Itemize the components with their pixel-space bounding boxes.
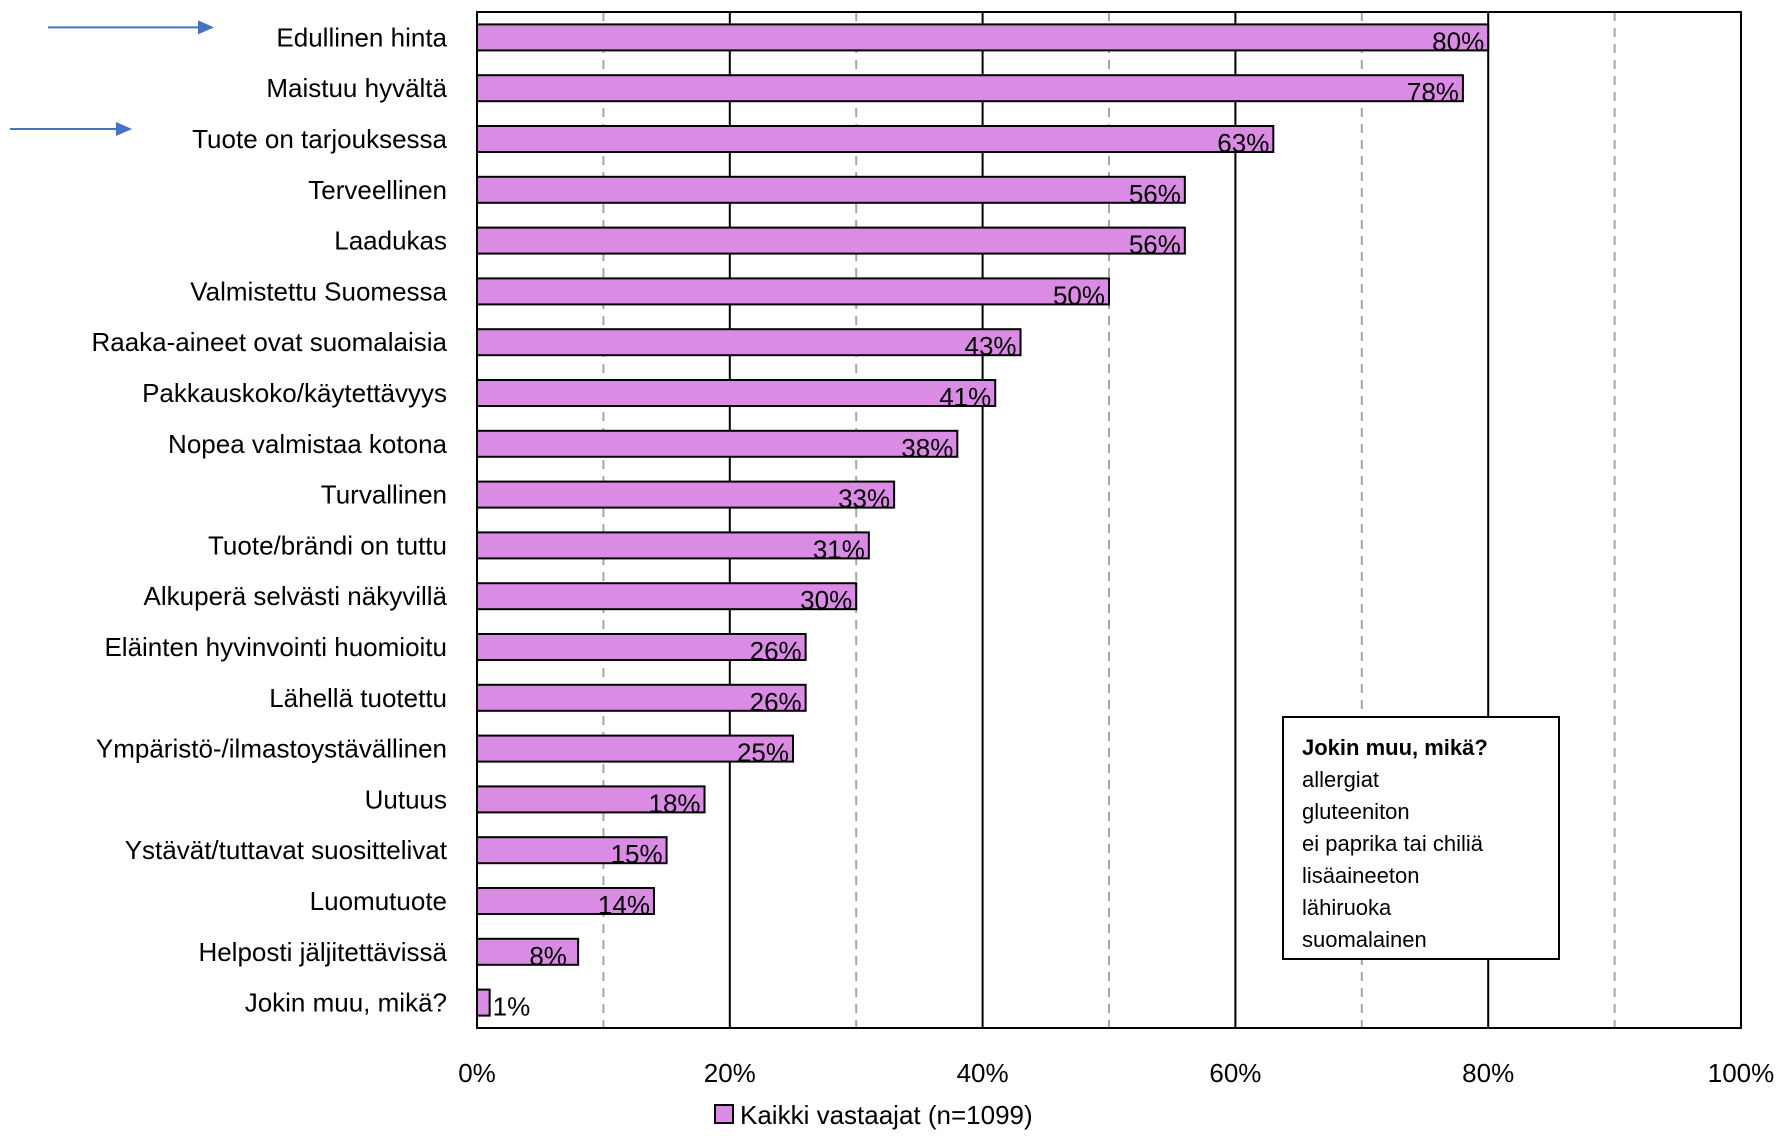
note-line: allergiat [1302, 767, 1380, 792]
legend-label: Kaikki vastaajat (n=1099) [740, 1100, 1033, 1130]
category-label: Eläinten hyvinvointi huomioitu [104, 632, 447, 662]
bar [476, 531, 870, 560]
category-label: Helposti jäljitettävissä [198, 937, 447, 967]
data-label: 50% [1053, 280, 1105, 310]
x-tick-label: 80% [1462, 1058, 1514, 1088]
data-label: 26% [750, 636, 802, 666]
bar [476, 125, 1275, 153]
category-label: Tuote/brändi on tuttu [208, 530, 447, 560]
bar [476, 988, 491, 1017]
data-label: 14% [598, 890, 650, 920]
data-label: 38% [901, 433, 953, 463]
category-label: Turvallinen [321, 480, 447, 510]
category-label: Valmistettu Suomessa [190, 276, 447, 306]
data-label: 43% [964, 331, 1016, 361]
category-label: Jokin muu, mikä? [245, 988, 447, 1018]
bar [476, 23, 1490, 52]
bar [476, 887, 655, 915]
category-label: Nopea valmistaa kotona [168, 429, 447, 459]
category-label: Alkuperä selvästi näkyvillä [144, 581, 448, 611]
data-label: 80% [1432, 26, 1484, 56]
category-label: Ympäristö-/ilmastoystävällinen [96, 734, 447, 764]
data-label: 63% [1217, 128, 1269, 158]
category-label: Maistuu hyvältä [266, 73, 447, 103]
category-label: Ystävät/tuttavat suosittelivat [125, 835, 448, 865]
note-line: gluteeniton [1302, 799, 1410, 824]
category-label: Laadukas [334, 226, 447, 256]
category-label: Edullinen hinta [276, 22, 447, 52]
data-label: 25% [737, 738, 789, 768]
bar [476, 785, 706, 814]
note-title: Jokin muu, mikä? [1302, 735, 1488, 760]
data-label: 31% [813, 534, 865, 564]
category-label: Luomutuote [310, 886, 447, 916]
category-label: Uutuus [365, 784, 447, 814]
x-tick-label: 40% [957, 1058, 1009, 1088]
bar [476, 277, 1110, 306]
category-label: Raaka-aineet ovat suomalaisia [91, 327, 447, 357]
category-label: Tuote on tarjouksessa [192, 124, 447, 154]
bar [476, 937, 580, 966]
bar [476, 480, 896, 509]
category-label: Lähellä tuotettu [269, 683, 447, 713]
bar [476, 379, 997, 407]
x-tick-label: 20% [704, 1058, 756, 1088]
note-line: ei paprika tai chiliä [1302, 831, 1483, 856]
x-tick-label: 100% [1708, 1058, 1775, 1088]
x-tick-label: 60% [1209, 1058, 1261, 1088]
note-line: lisäaineeton [1302, 863, 1420, 888]
note-line: suomalainen [1302, 927, 1427, 952]
category-label: Terveellinen [308, 175, 447, 205]
other-responses-note: Jokin muu, mikä? allergiat gluteeniton e… [1282, 716, 1560, 960]
bar [476, 74, 1464, 103]
bar [476, 175, 1186, 204]
note-line: lähiruoka [1302, 895, 1392, 920]
data-label: 30% [800, 585, 852, 615]
data-label: 56% [1129, 179, 1181, 209]
data-label: 41% [939, 382, 991, 412]
plot-frame [476, 11, 1742, 1029]
data-label: 26% [750, 687, 802, 717]
data-label: 78% [1407, 77, 1459, 107]
x-tick-label: 0% [458, 1058, 496, 1088]
bar [476, 226, 1186, 255]
bar [476, 734, 794, 763]
category-label: Pakkauskoko/käytettävyys [142, 378, 447, 408]
data-label: 8% [529, 941, 567, 971]
bar [476, 429, 959, 458]
highlight-arrow-head [198, 20, 214, 35]
data-label: 33% [838, 484, 890, 514]
bar [476, 582, 858, 611]
highlight-arrow-head [116, 122, 132, 136]
data-label: 1% [493, 992, 531, 1022]
data-label: 56% [1129, 230, 1181, 260]
legend-swatch [714, 1104, 734, 1124]
bar [476, 836, 668, 865]
bar [476, 328, 1022, 357]
bar [476, 683, 807, 712]
bar [476, 633, 807, 661]
data-label: 18% [648, 788, 700, 818]
data-label: 15% [611, 839, 663, 869]
